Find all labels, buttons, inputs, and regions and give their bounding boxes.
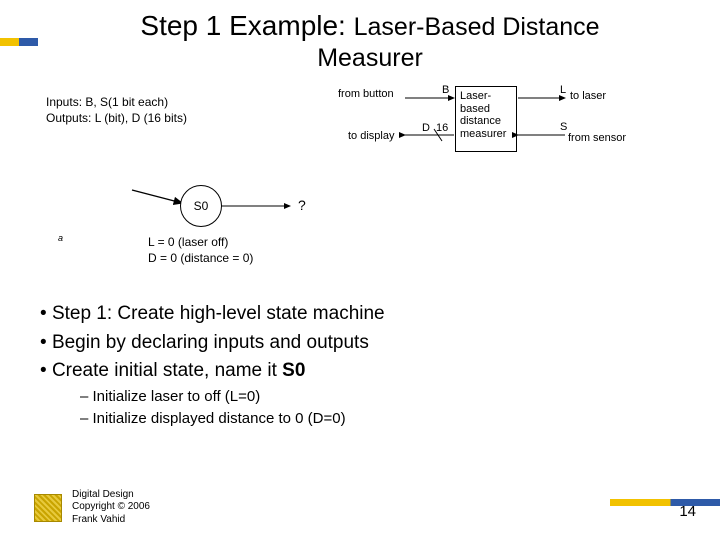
block-diagram: Laser- based distance measurer from butt… xyxy=(330,80,700,170)
L-label: L xyxy=(560,84,566,96)
subbullet-2: Initialize displayed distance to 0 (D=0) xyxy=(80,408,385,431)
from-sensor-label: from sensor xyxy=(568,132,626,144)
sixteen-label: 16 xyxy=(436,122,448,134)
footer-text: Digital Design Copyright © 2006 Frank Va… xyxy=(72,489,150,527)
footer-logo-icon xyxy=(34,494,62,522)
bottom-accent xyxy=(610,499,720,506)
bullet-list: Step 1: Create high-level state machine … xyxy=(40,300,385,431)
title-pre: Step 1 Example: xyxy=(140,10,353,41)
D-label: D xyxy=(422,122,430,134)
state-diagram: S0 ? L = 0 (laser off) D = 0 (distance =… xyxy=(70,185,410,275)
S-label: S xyxy=(560,121,567,133)
subbullet-1: Initialize laser to off (L=0) xyxy=(80,386,385,409)
title-accent xyxy=(0,38,38,46)
state-s0: S0 xyxy=(180,185,222,227)
state-question: ? xyxy=(298,197,306,213)
state-out2: D = 0 (distance = 0) xyxy=(148,251,253,267)
state-out1: L = 0 (laser off) xyxy=(148,235,253,251)
title-line2: Measurer xyxy=(40,44,700,73)
title-main: Laser-Based Distance xyxy=(354,13,600,41)
footer-l3: Frank Vahid xyxy=(72,514,150,527)
measurer-box: Laser- based distance measurer xyxy=(455,86,517,152)
bullet-3: Create initial state, name it S0 xyxy=(40,357,385,386)
bullet-2: Begin by declaring inputs and outputs xyxy=(40,329,385,358)
alpha-mark: a xyxy=(58,233,63,243)
bullet-1: Step 1: Create high-level state machine xyxy=(40,300,385,329)
from-button-label: from button xyxy=(338,88,394,100)
inputs-line: Inputs: B, S(1 bit each) xyxy=(46,95,187,111)
to-laser-label: to laser xyxy=(570,90,606,102)
slide-title: Step 1 Example: Laser-Based Distance Mea… xyxy=(40,10,700,73)
footer-l2: Copyright © 2006 xyxy=(72,501,150,514)
footer-l1: Digital Design xyxy=(72,489,150,502)
io-declaration: Inputs: B, S(1 bit each) Outputs: L (bit… xyxy=(46,95,187,126)
to-display-label: to display xyxy=(348,130,394,142)
B-label: B xyxy=(442,84,449,96)
outputs-line: Outputs: L (bit), D (16 bits) xyxy=(46,111,187,127)
page-number: 14 xyxy=(679,503,696,520)
state-outputs: L = 0 (laser off) D = 0 (distance = 0) xyxy=(148,235,253,266)
